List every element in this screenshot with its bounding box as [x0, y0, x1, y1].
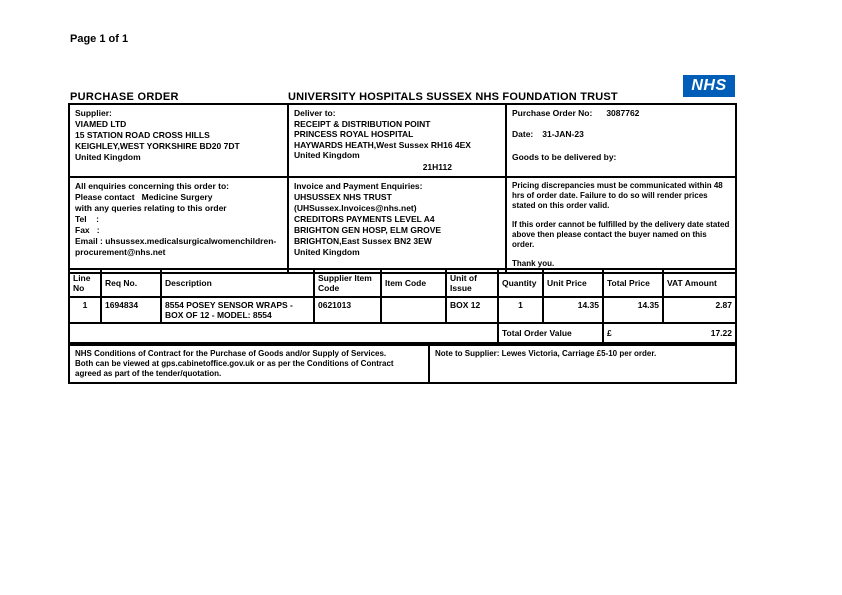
enquiries-cell: All enquiries concerning this order to: …	[68, 175, 289, 274]
col-header-quantity: Quantity	[497, 268, 544, 298]
order-date-label: Date:	[512, 129, 534, 139]
total-order-value-cell: £ 17.22	[602, 322, 737, 344]
note-to-supplier-cell: Note to Supplier: Lewes Victoria, Carria…	[428, 344, 737, 384]
enquiries-line: with any queries relating to this order	[75, 202, 227, 213]
invoice-line: BRIGHTON,East Sussex BN2 3EW	[294, 235, 432, 246]
item-unit-of-issue: BOX 12	[445, 296, 499, 324]
col-header-vat-amount: VAT Amount	[662, 268, 737, 298]
currency-symbol: £	[607, 328, 612, 338]
supplier-address-cell: Supplier: VIAMED LTD 15 STATION ROAD CRO…	[68, 103, 289, 178]
order-header-grid: Supplier: VIAMED LTD 15 STATION ROAD CRO…	[68, 103, 737, 274]
item-description: 8554 POSEY SENSOR WRAPS - BOX OF 12 - MO…	[160, 296, 315, 324]
pricing-discrepancy-notice: Pricing discrepancies must be communicat…	[512, 180, 723, 210]
address-line: KEIGHLEY,WEST YORKSHIRE BD20 7DT	[75, 141, 240, 151]
items-header-row: Line No Req No. Description Supplier Ite…	[68, 268, 737, 298]
enquiries-fax-line: Fax :	[75, 224, 100, 235]
item-vat-amount: 2.87	[662, 296, 737, 324]
total-row-spacer	[68, 322, 499, 344]
invoice-line: BRIGHTON GEN HOSP, ELM GROVE	[294, 224, 442, 235]
order-info-cell: Purchase Order No: 3087762 Date: 31-JAN-…	[505, 103, 737, 178]
goods-delivered-by-label: Goods to be delivered by:	[512, 152, 617, 162]
conditions-cell: NHS Conditions of Contract for the Purch…	[68, 344, 430, 384]
conditions-line: NHS Conditions of Contract for the Purch…	[75, 349, 387, 358]
item-req-no: 1694834	[100, 296, 162, 324]
address-line: United Kingdom	[75, 152, 141, 162]
item-row: 1 1694834 8554 POSEY SENSOR WRAPS - BOX …	[68, 296, 737, 324]
po-number-label: Purchase Order No:	[512, 108, 593, 118]
col-header-unit-of-issue: Unit of Issue	[445, 268, 499, 298]
invoice-enquiries-cell: Invoice and Payment Enquiries: UHSUSSEX …	[287, 175, 507, 274]
item-total-price: 14.35	[602, 296, 664, 324]
order-items-table: Line No Req No. Description Supplier Ite…	[68, 268, 737, 344]
po-number-value: 3087762	[606, 108, 640, 118]
address-line: 15 STATION ROAD CROSS HILLS	[75, 130, 210, 140]
total-order-value: 17.22	[710, 328, 732, 338]
document-title: PURCHASE ORDER	[70, 91, 179, 103]
col-header-req-no: Req No.	[100, 268, 162, 298]
invoice-line: Invoice and Payment Enquiries:	[294, 180, 423, 191]
invoice-line: United Kingdom	[294, 246, 360, 257]
invoice-line: UHSUSSEX NHS TRUST (UHSussex.Invoices@nh…	[294, 191, 417, 213]
enquiries-email-line: Email : uhsussex.medicalsurgicalwomenchi…	[75, 235, 277, 257]
footer-conditions-table: NHS Conditions of Contract for the Purch…	[68, 344, 737, 384]
enquiries-line: All enquiries concerning this order to:	[75, 180, 229, 191]
total-row: Total Order Value £ 17.22	[68, 322, 737, 344]
unfulfilled-order-notice: If this order cannot be fulfilled by the…	[512, 219, 730, 249]
order-date-value: 31-JAN-23	[542, 129, 584, 139]
item-item-code	[380, 296, 447, 324]
item-supplier-item-code: 0621013	[313, 296, 382, 324]
deliver-to-cell: Deliver to: RECEIPT & DISTRIBUTION POINT…	[287, 103, 507, 178]
invoice-line: CREDITORS PAYMENTS LEVEL A4	[294, 213, 435, 224]
col-header-item-code: Item Code	[380, 268, 447, 298]
address-line: RECEIPT & DISTRIBUTION POINT	[294, 118, 431, 129]
item-line-no: 1	[68, 296, 102, 324]
nhs-logo-icon: NHS	[683, 75, 735, 97]
enquiries-line: Please contact Medicine Surgery	[75, 191, 213, 202]
col-header-total-price: Total Price	[602, 268, 664, 298]
note-to-supplier: Note to Supplier: Lewes Victoria, Carria…	[435, 349, 657, 358]
organisation-title: UNIVERSITY HOSPITALS SUSSEX NHS FOUNDATI…	[288, 91, 618, 103]
enquiries-tel-line: Tel :	[75, 213, 99, 224]
deliver-to-label: Deliver to:	[294, 108, 336, 118]
conditions-line: agreed as part of the tender/quotation.	[75, 369, 222, 378]
nhs-logo-text: NHS	[691, 77, 727, 94]
notices-cell: Pricing discrepancies must be communicat…	[505, 175, 737, 274]
col-header-supplier-item-code: Supplier Item Code	[313, 268, 382, 298]
col-header-unit-price: Unit Price	[542, 268, 604, 298]
address-line: HAYWARDS HEATH,West Sussex RH16 4EX	[294, 139, 471, 150]
item-quantity: 1	[497, 296, 544, 324]
col-header-description: Description	[160, 268, 315, 298]
address-line: PRINCESS ROYAL HOSPITAL	[294, 129, 414, 140]
conditions-line: Both can be viewed at gps.cabinetoffice.…	[75, 359, 394, 368]
address-line: United Kingdom	[294, 150, 360, 161]
delivery-location-code: 21H112	[422, 161, 452, 172]
thank-you-note: Thank you.	[512, 258, 555, 268]
page-number-label: Page 1 of 1	[70, 33, 129, 45]
supplier-label: Supplier:	[75, 108, 112, 118]
item-unit-price: 14.35	[542, 296, 604, 324]
total-order-value-label: Total Order Value	[497, 322, 604, 344]
col-header-line-no: Line No	[68, 268, 102, 298]
address-line: VIAMED LTD	[75, 119, 127, 129]
